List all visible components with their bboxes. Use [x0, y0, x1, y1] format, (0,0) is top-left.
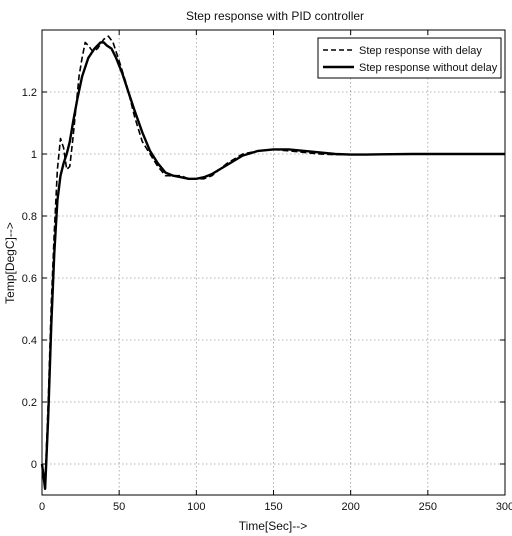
x-tick-label: 0 — [39, 501, 45, 513]
x-tick-label: 300 — [496, 501, 512, 513]
y-tick-label: 0.2 — [22, 397, 37, 409]
x-tick-label: 200 — [341, 501, 359, 513]
y-axis-label: Temp[DegC]--> — [3, 222, 17, 304]
legend-label-delay: Step response with delay — [359, 45, 482, 57]
series-line-without-delay — [40, 41, 505, 490]
series-lines — [40, 35, 505, 490]
grid — [41, 30, 506, 495]
y-tick-label: 0.8 — [22, 211, 37, 223]
chart-title: Step response with PID controller — [186, 9, 364, 23]
y-tick-label: 0.4 — [22, 335, 37, 347]
x-axis-label: Time[Sec]--> — [239, 519, 308, 533]
y-tick-label: 0 — [31, 459, 37, 471]
x-tick-label: 150 — [264, 501, 282, 513]
legend-box — [317, 37, 502, 79]
series-line-with-delay — [41, 35, 505, 484]
y-tick-label: 1.2 — [22, 87, 37, 99]
legend: Step response with delay Step response w… — [317, 37, 502, 79]
axis-ticks: 0 50 100 150 200 250 300 0 0.2 0.4 0.6 0.8 1 1.2 — [22, 30, 512, 513]
legend-label-no-delay: Step response without delay — [359, 62, 498, 74]
x-tick-label: 50 — [113, 501, 125, 513]
y-tick-label: 0.6 — [22, 273, 37, 285]
x-tick-label: 250 — [419, 501, 437, 513]
y-tick-label: 1 — [31, 149, 37, 161]
x-tick-label: 100 — [187, 501, 205, 513]
plot-frame — [41, 29, 506, 496]
